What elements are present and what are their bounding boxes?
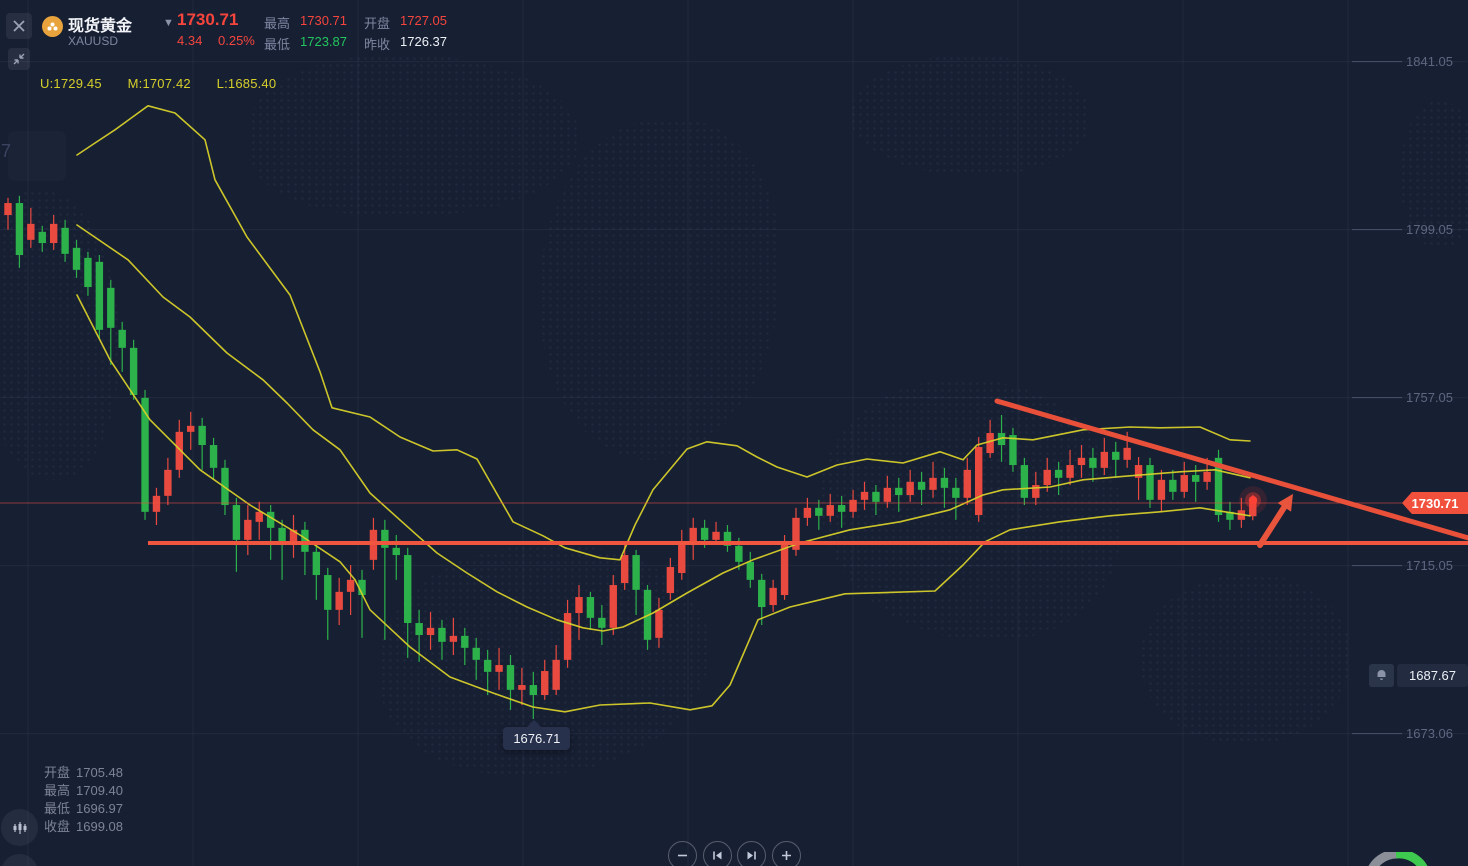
caret-down-icon[interactable]: ▼: [163, 17, 174, 29]
skip-end-icon: [747, 851, 756, 860]
zoom-in-button[interactable]: [772, 841, 801, 866]
stat-value-prevclose: 1726.37: [400, 34, 447, 49]
map-dots: [1140, 575, 1350, 745]
boll-lower: L:1685.40: [216, 76, 277, 91]
map-dots: [1400, 100, 1468, 250]
candle-chart-icon: [13, 821, 26, 834]
close-icon: [13, 20, 25, 32]
axis-tick-label: 1799.05: [1406, 221, 1453, 237]
stat-value-low: 1723.87: [300, 34, 347, 49]
map-dots: [850, 55, 1090, 175]
clipped-price-label: 67: [0, 141, 12, 161]
chart-type-button[interactable]: [1, 809, 38, 846]
draw-tool-button[interactable]: [1, 854, 38, 866]
last-price-badge: 1730.71: [1402, 492, 1468, 514]
ohlc-value: 1699.08: [76, 819, 124, 834]
low-price-tooltip: 1676.71: [503, 720, 571, 751]
ohlc-value: 1709.40: [76, 783, 124, 798]
plus-icon: [782, 851, 791, 860]
alert-bell-button[interactable]: [1369, 664, 1394, 688]
symbol-code: XAUUSD: [68, 34, 119, 48]
skip-start-icon: [713, 851, 722, 860]
map-dots: [250, 55, 580, 215]
bollinger-readout: U:1729.45 M:1707.42 L:1685.40: [40, 76, 298, 91]
minus-icon: [678, 854, 687, 857]
collapse-button[interactable]: [8, 48, 30, 70]
close-button[interactable]: [6, 13, 32, 39]
ohlc-label: 开盘: [44, 765, 71, 780]
axis-tick-label: 1757.05: [1406, 389, 1453, 405]
ohlc-panel: 开盘 1705.48 最高 1709.40 最低 1696.97 收盘 1699.08: [44, 764, 129, 836]
boll-upper: U:1729.45: [40, 76, 102, 91]
skip-end-button[interactable]: [737, 841, 766, 866]
ohlc-value: 1705.48: [76, 765, 124, 780]
ohlc-label: 最高: [44, 783, 71, 798]
zoom-out-button[interactable]: [668, 841, 697, 866]
ohlc-value: 1696.97: [76, 801, 124, 816]
last-price: 1730.71: [177, 10, 239, 29]
price-change-pct: 0.25%: [218, 33, 255, 48]
ohlc-label: 最低: [44, 801, 71, 816]
axis-tick-label: 1673.06: [1406, 725, 1453, 741]
stat-value-open: 1727.05: [400, 13, 447, 28]
stat-value-high: 1730.71: [300, 13, 347, 28]
ohlc-label: 收盘: [44, 819, 71, 834]
stat-label: 最低: [264, 37, 291, 52]
axis-tick-label: 1715.05: [1406, 557, 1453, 573]
bell-icon: [1377, 670, 1386, 681]
collapse-icon: [13, 53, 25, 65]
stat-label: 昨收: [364, 37, 391, 52]
alert-price-label[interactable]: 1687.67: [1397, 664, 1468, 688]
gauge-arc-icon[interactable]: [1358, 852, 1438, 866]
stat-label: 开盘: [364, 16, 391, 31]
boll-middle: M:1707.42: [127, 76, 191, 91]
price-change: 4.34: [177, 33, 203, 48]
symbol-name[interactable]: 现货黄金: [68, 18, 133, 35]
map-dots: [540, 120, 780, 460]
stat-label: 最高: [264, 16, 291, 31]
coin-icon: [42, 16, 63, 37]
axis-tick-label: 1841.05: [1406, 53, 1453, 69]
skip-start-button[interactable]: [703, 841, 732, 866]
